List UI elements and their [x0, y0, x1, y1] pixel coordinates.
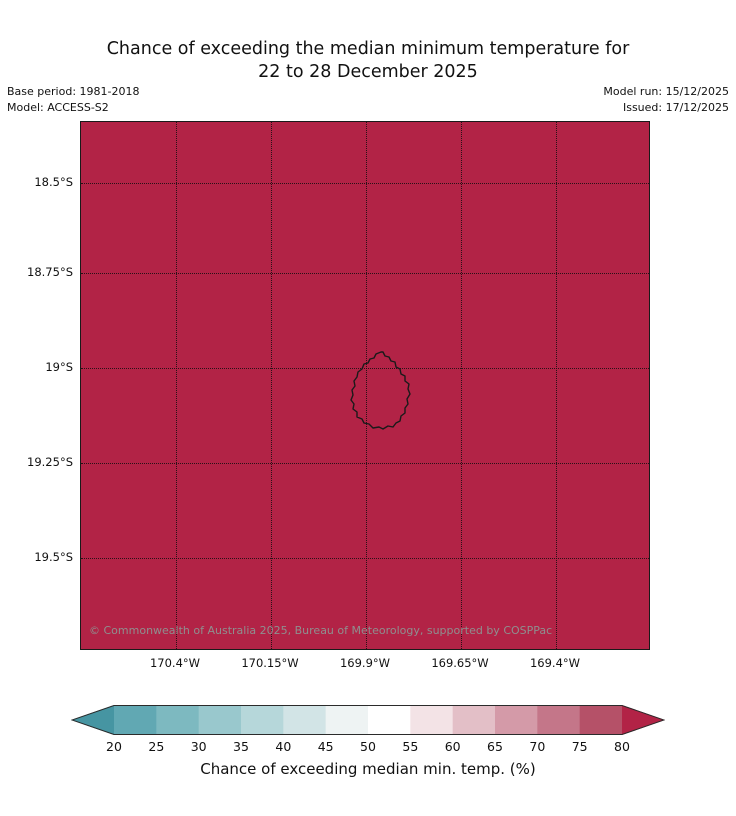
- y-tick-label: 19.25°S: [27, 455, 73, 469]
- island-outline: [350, 351, 411, 430]
- colorbar-tick: 60: [444, 739, 461, 754]
- gridline-vertical: [271, 122, 272, 649]
- gridline-horizontal: [81, 273, 649, 274]
- colorbar-tick-labels: 20 25 30 35 40 45 50 55 60 65 70 75 80: [71, 739, 665, 757]
- colorbar-tick: 65: [487, 739, 503, 754]
- gridline-vertical: [556, 122, 557, 649]
- x-axis-labels: 170.4°W 170.15°W 169.9°W 169.65°W 169.4°…: [80, 656, 650, 672]
- gridline-vertical: [366, 122, 367, 649]
- colorbar-tick: 40: [275, 739, 292, 754]
- colorbar-tick: 30: [190, 739, 207, 754]
- y-tick-label: 19°S: [45, 360, 73, 374]
- x-tick-label: 169.65°W: [431, 656, 489, 670]
- meta-left: Base period: 1981-2018 Model: ACCESS-S2: [7, 84, 139, 116]
- y-tick-label: 18.5°S: [34, 175, 73, 189]
- x-tick-label: 170.4°W: [149, 656, 201, 670]
- model-label: Model: ACCESS-S2: [7, 101, 109, 114]
- colorbar-tick: 75: [571, 739, 588, 754]
- figure-title-line1: Chance of exceeding the median minimum t…: [106, 39, 630, 59]
- model-run-label: Model run: 15/12/2025: [603, 85, 729, 98]
- meta-right: Model run: 15/12/2025 Issued: 17/12/2025: [603, 84, 729, 116]
- gridline-horizontal: [81, 368, 649, 369]
- y-tick-label: 18.75°S: [27, 265, 73, 279]
- x-tick-label: 170.15°W: [241, 656, 299, 670]
- gridline-vertical: [461, 122, 462, 649]
- colorbar-tick: 50: [360, 739, 376, 754]
- gridline-horizontal: [81, 463, 649, 464]
- x-tick-label: 169.9°W: [339, 656, 391, 670]
- colorbar-tick: 55: [402, 739, 419, 754]
- y-tick-label: 19.5°S: [34, 550, 73, 564]
- gridline-horizontal: [81, 183, 649, 184]
- figure-title-line2: 22 to 28 December 2025: [258, 62, 478, 82]
- colorbar: [71, 705, 665, 735]
- base-period-label: Base period: 1981-2018: [7, 85, 140, 98]
- gridline-vertical: [176, 122, 177, 649]
- colorbar-tick: 35: [233, 739, 249, 754]
- map-panel: © Commonwealth of Australia 2025, Bureau…: [80, 121, 650, 650]
- issued-label: Issued: 17/12/2025: [622, 101, 729, 114]
- colorbar-outline: [71, 705, 665, 735]
- colorbar-tick: 25: [148, 739, 165, 754]
- colorbar-left-arrow: [71, 705, 114, 735]
- colorbar-caption: Chance of exceeding median min. temp. (%…: [200, 760, 536, 778]
- colorbar-tick: 20: [106, 739, 122, 754]
- y-axis-labels: 18.5°S 18.75°S 19°S 19.25°S 19.5°S: [0, 121, 76, 650]
- x-tick-label: 169.4°W: [529, 656, 581, 670]
- copyright-text: © Commonwealth of Australia 2025, Bureau…: [89, 624, 553, 637]
- colorbar-tick: 45: [317, 739, 334, 754]
- island-outline-path: [350, 351, 411, 430]
- gridline-horizontal: [81, 558, 649, 559]
- colorbar-right-arrow: [622, 705, 665, 735]
- colorbar-tick: 80: [614, 739, 630, 754]
- colorbar-tick: 70: [529, 739, 546, 754]
- figure-title: Chance of exceeding the median minimum t…: [0, 38, 736, 84]
